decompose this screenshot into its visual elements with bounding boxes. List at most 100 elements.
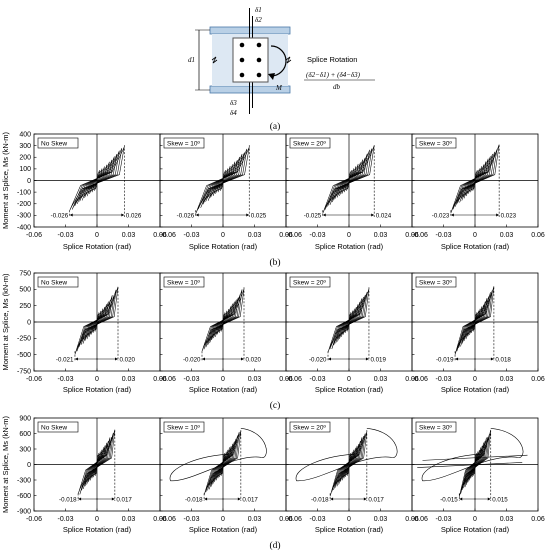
splice-plate (232, 37, 269, 83)
max-rotation-label: 0.026 (126, 213, 142, 220)
instability-cycle (417, 428, 528, 482)
y-axis-label: Moment at Splice, Ms (kN-m) (1, 273, 10, 371)
hysteresis-loop (341, 447, 356, 481)
hysteresis-loop (471, 310, 479, 333)
skew-label: Skew = 20º (293, 280, 327, 287)
skew-label-box: Skew = 20º (289, 137, 331, 149)
arrow-head-left (455, 357, 459, 361)
skew-label-frame (37, 421, 79, 433)
x-tick-label: -0.03 (58, 376, 74, 383)
skew-label: No Skew (41, 141, 67, 148)
max-rotation-label: 0.020 (120, 357, 136, 364)
x-tick-label: 0.03 (248, 232, 262, 239)
x-tick-label: 0.03 (374, 376, 388, 383)
y-tick-label: 0 (27, 178, 31, 185)
max-rotation-label: 0.018 (495, 357, 511, 364)
y-tick-label: 0 (27, 462, 31, 469)
x-tick-label: -0.06 (26, 232, 42, 239)
x-tick-label: -0.03 (436, 376, 452, 383)
y-tick-label: -900 (17, 508, 31, 515)
x-axis-label: Splice Rotation (rad) (441, 242, 510, 251)
hysteresis-loop (340, 445, 358, 482)
x-tick-label: -0.03 (184, 516, 200, 523)
x-axis-label: Splice Rotation (rad) (63, 385, 132, 394)
min-rotation-label: -0.023 (432, 213, 450, 220)
hysteresis-loop (91, 449, 103, 479)
skew-label-frame (289, 276, 331, 288)
instability-curve (421, 428, 524, 482)
arrow-head-right (490, 357, 494, 361)
hysteresis-loop (86, 304, 107, 340)
y-tick-label: 750 (19, 270, 31, 277)
hysteresis-loop (343, 308, 355, 335)
x-tick-label: 0.06 (279, 232, 293, 239)
arrow-head-right (371, 213, 375, 217)
hysteresis-loop (94, 170, 100, 191)
splice-rotation-title: Splice Rotation (307, 55, 357, 64)
min-rotation-label: -0.019 (436, 357, 454, 364)
arrow-head-right (487, 497, 491, 501)
x-axis-label: Splice Rotation (rad) (441, 385, 510, 394)
moment-arrow (270, 45, 287, 77)
skew-label-frame (289, 137, 331, 149)
min-rotation-label: -0.026 (51, 213, 69, 220)
hysteresis-loops (195, 147, 250, 214)
arrow-head-left (450, 213, 454, 217)
x-tick-label: -0.06 (26, 516, 42, 523)
x-axis-label: Splice Rotation (rad) (189, 525, 258, 534)
arrow-head-right (365, 357, 369, 361)
x-tick-label: 0.06 (405, 232, 419, 239)
x-tick-label: 0.06 (153, 516, 167, 523)
min-rotation-label: -0.015 (440, 497, 458, 504)
instability-curve (295, 428, 398, 482)
x-tick-label: -0.03 (310, 516, 326, 523)
x-tick-label: 0.03 (500, 232, 514, 239)
hysteresis-loop (74, 286, 119, 355)
y-axis-label: Moment at Splice, Ms (kN-m) (1, 415, 10, 513)
hysteresis-loop (220, 312, 226, 332)
instability-cycle (169, 428, 267, 482)
x-tick-label: -0.06 (286, 376, 302, 383)
y-tick-label: -100 (17, 189, 31, 196)
x-tick-label: 0 (347, 232, 351, 239)
subplot: -0.03 0 0.03 0.06 -0.06 Splice Rotation (rad)… (159, 417, 293, 534)
x-tick-label: 0 (473, 376, 477, 383)
skew-label-frame (163, 137, 205, 149)
subplot: -0.03 0 0.03 0.06 -0.06 Splice Rotation (rad)… (285, 272, 419, 394)
min-rotation-label: -0.018 (59, 497, 77, 504)
arrow-head-right (121, 213, 125, 217)
hysteresis-loop (467, 306, 483, 337)
instability-curve (169, 428, 267, 482)
skew-label-box: Skew = 30º (415, 276, 457, 288)
hysteresis-loops (327, 288, 370, 353)
y-tick-label: -600 (17, 493, 31, 500)
x-axis-label: Splice Rotation (rad) (189, 385, 258, 394)
min-rotation-label: -0.020 (183, 357, 201, 364)
skew-label: Skew = 20º (293, 425, 327, 432)
skew-label-frame (37, 137, 79, 149)
delta3-label: δ3 (230, 99, 237, 107)
min-rotation-label: -0.021 (56, 357, 74, 364)
y-tick-label: 0 (27, 319, 31, 326)
x-tick-label: 0 (95, 516, 99, 523)
hysteresis-loop (346, 312, 352, 332)
hysteresis-loop (89, 166, 105, 195)
skew-label-box: Skew = 30º (415, 421, 457, 433)
bolt (239, 57, 245, 63)
subplot: -0.03 0 0.03 0.06 -0.06 Splice Rotation (rad)… (411, 272, 545, 394)
hysteresis-loop (89, 447, 104, 481)
skew-label-frame (163, 421, 205, 433)
hysteresis-loop (95, 453, 99, 476)
hysteresis-loop (465, 304, 484, 340)
panel-label-a: (a) (270, 121, 281, 132)
skew-label-frame (37, 276, 79, 288)
hysteresis-loop (454, 286, 495, 355)
y-tick-label: -200 (17, 201, 31, 208)
hysteresis-loop (90, 308, 103, 335)
moment-label: M (275, 84, 283, 92)
hysteresis-loop (461, 158, 489, 201)
subplot: -0.03 0 0.03 0.06 -0.06 Splice Rotation (rad)… (285, 417, 419, 534)
x-tick-label: 0.03 (374, 516, 388, 523)
max-rotation-label: 0.024 (376, 213, 392, 220)
